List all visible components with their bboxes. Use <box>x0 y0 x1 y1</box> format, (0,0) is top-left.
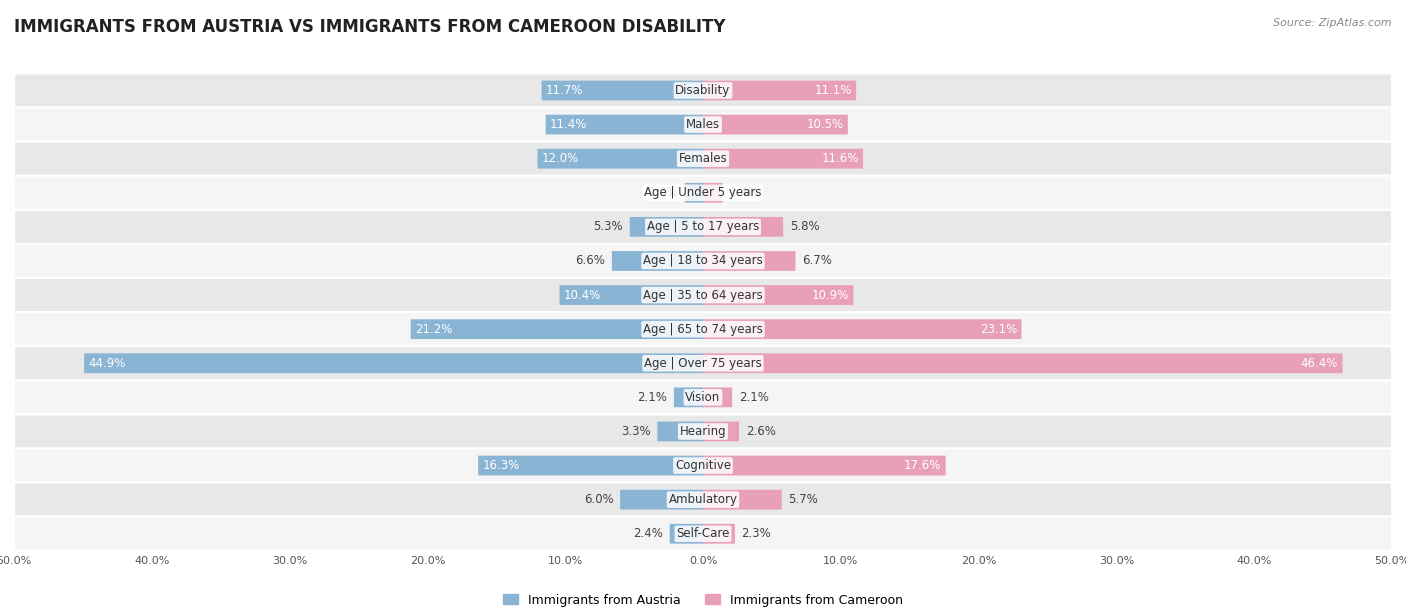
FancyBboxPatch shape <box>14 73 1392 108</box>
FancyBboxPatch shape <box>612 251 703 271</box>
FancyBboxPatch shape <box>703 456 946 476</box>
FancyBboxPatch shape <box>537 149 703 168</box>
Text: Age | Under 5 years: Age | Under 5 years <box>644 186 762 200</box>
Text: 23.1%: 23.1% <box>980 323 1017 335</box>
FancyBboxPatch shape <box>620 490 703 510</box>
Text: 10.5%: 10.5% <box>807 118 844 131</box>
Text: 44.9%: 44.9% <box>89 357 127 370</box>
FancyBboxPatch shape <box>478 456 703 476</box>
Text: 3.3%: 3.3% <box>621 425 651 438</box>
Text: 6.0%: 6.0% <box>583 493 613 506</box>
Text: 10.4%: 10.4% <box>564 289 602 302</box>
Text: 10.9%: 10.9% <box>811 289 849 302</box>
FancyBboxPatch shape <box>703 490 782 510</box>
FancyBboxPatch shape <box>14 312 1392 346</box>
FancyBboxPatch shape <box>703 387 733 407</box>
Text: Age | 5 to 17 years: Age | 5 to 17 years <box>647 220 759 233</box>
FancyBboxPatch shape <box>14 517 1392 551</box>
FancyBboxPatch shape <box>14 414 1392 449</box>
Text: 6.6%: 6.6% <box>575 255 605 267</box>
FancyBboxPatch shape <box>14 176 1392 210</box>
FancyBboxPatch shape <box>14 380 1392 414</box>
Text: Vision: Vision <box>685 391 721 404</box>
FancyBboxPatch shape <box>630 217 703 237</box>
Text: 11.7%: 11.7% <box>546 84 583 97</box>
FancyBboxPatch shape <box>703 114 848 135</box>
Text: 5.7%: 5.7% <box>789 493 818 506</box>
FancyBboxPatch shape <box>703 319 1022 339</box>
FancyBboxPatch shape <box>14 449 1392 483</box>
Text: 2.4%: 2.4% <box>633 528 664 540</box>
FancyBboxPatch shape <box>673 387 703 407</box>
Text: Age | 65 to 74 years: Age | 65 to 74 years <box>643 323 763 335</box>
FancyBboxPatch shape <box>14 483 1392 517</box>
Text: 17.6%: 17.6% <box>904 459 942 472</box>
FancyBboxPatch shape <box>411 319 703 339</box>
Text: 6.7%: 6.7% <box>803 255 832 267</box>
Text: Source: ZipAtlas.com: Source: ZipAtlas.com <box>1274 18 1392 28</box>
Text: 11.6%: 11.6% <box>821 152 859 165</box>
Text: 2.6%: 2.6% <box>745 425 776 438</box>
FancyBboxPatch shape <box>14 141 1392 176</box>
FancyBboxPatch shape <box>703 81 856 100</box>
FancyBboxPatch shape <box>669 524 703 543</box>
Text: 11.4%: 11.4% <box>550 118 588 131</box>
Text: Females: Females <box>679 152 727 165</box>
Text: 12.0%: 12.0% <box>541 152 579 165</box>
FancyBboxPatch shape <box>14 278 1392 312</box>
FancyBboxPatch shape <box>703 524 735 543</box>
Text: 2.1%: 2.1% <box>637 391 668 404</box>
FancyBboxPatch shape <box>546 114 703 135</box>
Text: 5.3%: 5.3% <box>593 220 623 233</box>
FancyBboxPatch shape <box>703 353 1343 373</box>
Text: Males: Males <box>686 118 720 131</box>
Text: Age | 18 to 34 years: Age | 18 to 34 years <box>643 255 763 267</box>
Text: Age | Over 75 years: Age | Over 75 years <box>644 357 762 370</box>
FancyBboxPatch shape <box>84 353 703 373</box>
FancyBboxPatch shape <box>14 108 1392 141</box>
Text: Disability: Disability <box>675 84 731 97</box>
Text: Age | 35 to 64 years: Age | 35 to 64 years <box>643 289 763 302</box>
FancyBboxPatch shape <box>560 285 703 305</box>
Text: Ambulatory: Ambulatory <box>668 493 738 506</box>
Text: Cognitive: Cognitive <box>675 459 731 472</box>
Text: 5.8%: 5.8% <box>790 220 820 233</box>
FancyBboxPatch shape <box>703 183 723 203</box>
Text: 2.1%: 2.1% <box>738 391 769 404</box>
FancyBboxPatch shape <box>685 183 703 203</box>
FancyBboxPatch shape <box>703 251 796 271</box>
Text: 2.3%: 2.3% <box>741 528 772 540</box>
FancyBboxPatch shape <box>658 422 703 441</box>
Text: 16.3%: 16.3% <box>482 459 520 472</box>
Text: Self-Care: Self-Care <box>676 528 730 540</box>
FancyBboxPatch shape <box>14 210 1392 244</box>
Text: 11.1%: 11.1% <box>814 84 852 97</box>
Text: 1.3%: 1.3% <box>648 186 678 200</box>
FancyBboxPatch shape <box>703 285 853 305</box>
Text: 21.2%: 21.2% <box>415 323 453 335</box>
Legend: Immigrants from Austria, Immigrants from Cameroon: Immigrants from Austria, Immigrants from… <box>502 594 904 606</box>
Text: Hearing: Hearing <box>679 425 727 438</box>
FancyBboxPatch shape <box>703 149 863 168</box>
FancyBboxPatch shape <box>541 81 703 100</box>
FancyBboxPatch shape <box>14 244 1392 278</box>
FancyBboxPatch shape <box>14 346 1392 380</box>
Text: IMMIGRANTS FROM AUSTRIA VS IMMIGRANTS FROM CAMEROON DISABILITY: IMMIGRANTS FROM AUSTRIA VS IMMIGRANTS FR… <box>14 18 725 36</box>
Text: 1.4%: 1.4% <box>730 186 759 200</box>
FancyBboxPatch shape <box>703 217 783 237</box>
FancyBboxPatch shape <box>703 422 740 441</box>
Text: 46.4%: 46.4% <box>1301 357 1339 370</box>
